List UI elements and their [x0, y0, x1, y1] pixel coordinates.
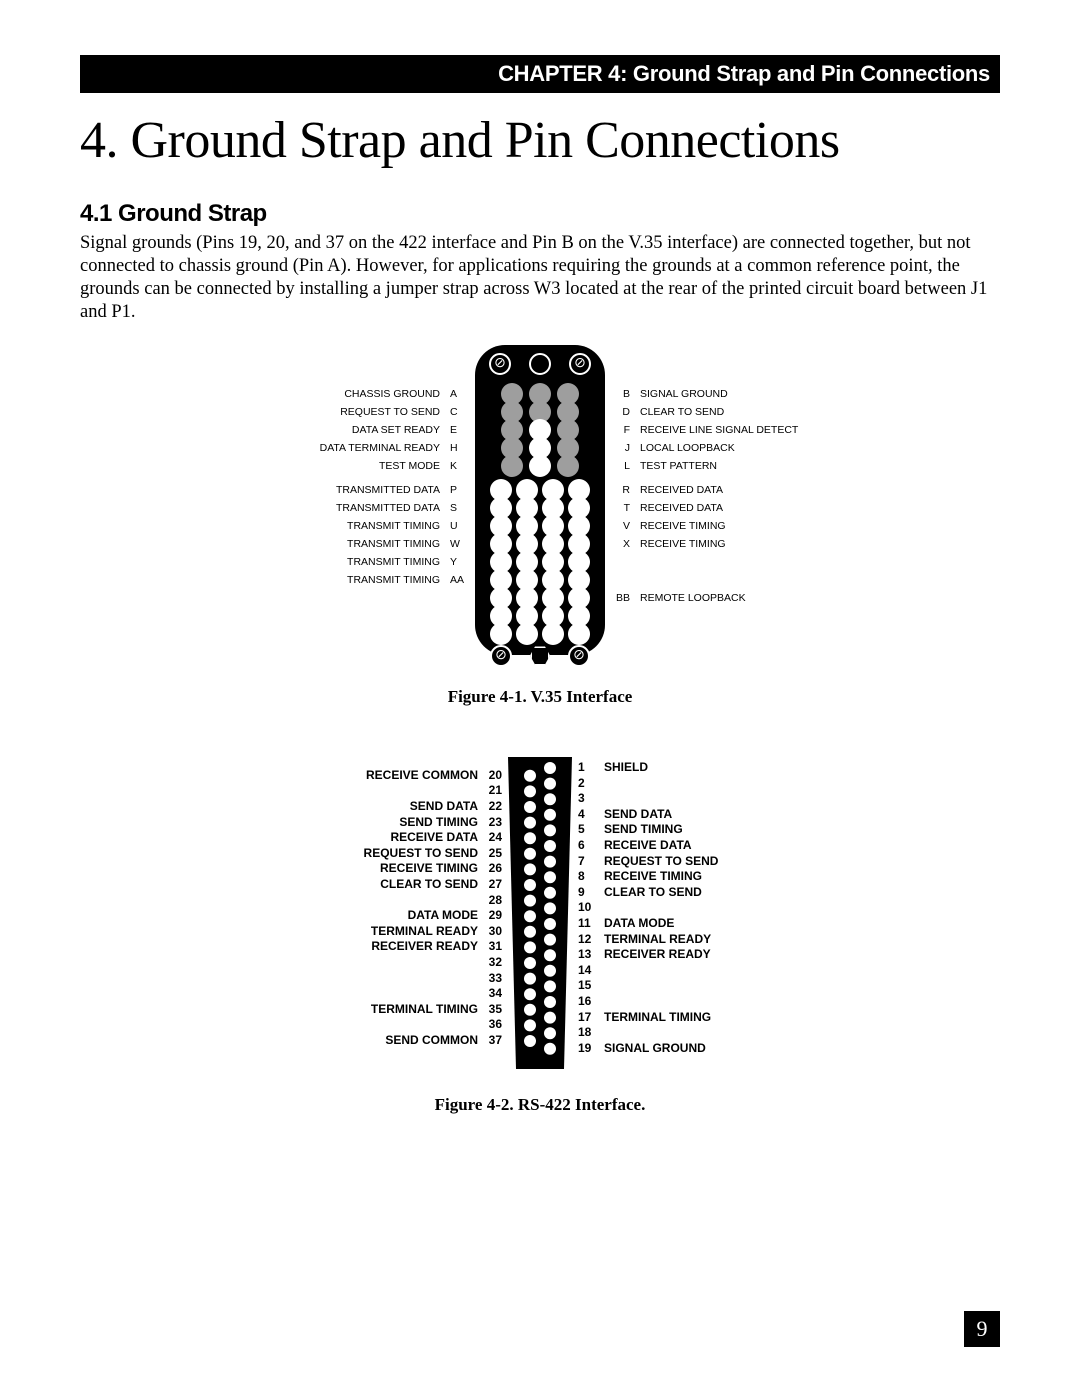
- pin-icon: [516, 623, 538, 645]
- section-heading: 4.1 Ground Strap: [80, 200, 1000, 228]
- v35-bottom-mount: ⊘ ⊘: [490, 645, 590, 667]
- v35-pin-row: [475, 455, 605, 477]
- pin-label-right: 9CLEAR TO SEND: [578, 884, 702, 899]
- pin-label-right: XRECEIVE TIMING: [612, 535, 726, 553]
- pin-label-right: 16: [578, 994, 604, 1009]
- pin-label-right: 14: [578, 962, 604, 977]
- pin-label-left: TRANSMIT TIMINGAA: [347, 571, 468, 589]
- pin-icon: [529, 455, 551, 477]
- figure1-caption: Figure 4-1. V.35 Interface: [80, 687, 1000, 707]
- pin-label-right: 17TERMINAL TIMING: [578, 1009, 711, 1024]
- pin-label-right: 2: [578, 775, 604, 790]
- pin-label-left: CHASSIS GROUNDA: [344, 385, 468, 403]
- pin-label-right: DCLEAR TO SEND: [612, 403, 724, 421]
- pin-label-right: 10: [578, 900, 604, 915]
- page-title: 4. Ground Strap and Pin Connections: [80, 111, 1000, 170]
- pin-label-right: 11DATA MODE: [578, 916, 674, 931]
- pin-label-right: TRECEIVED DATA: [612, 499, 723, 517]
- pin-label-left: REQUEST TO SEND25: [364, 845, 502, 860]
- pin-label-left: 32: [478, 955, 502, 970]
- hex-icon: [530, 646, 550, 666]
- pin-label-right: 12TERMINAL READY: [578, 931, 711, 946]
- pin-label-right: 4SEND DATA: [578, 806, 672, 821]
- chapter-bar: CHAPTER 4: Ground Strap and Pin Connecti…: [80, 55, 1000, 93]
- pin-label-left: SEND DATA22: [410, 799, 502, 814]
- pin-label-left: 33: [478, 970, 502, 985]
- pin-label-left: 28: [478, 892, 502, 907]
- pin-label-left: DATA MODE29: [408, 908, 502, 923]
- pin-label-left: RECEIVER READY31: [371, 939, 502, 954]
- screw-icon: ⊘: [490, 645, 512, 667]
- pin-label-left: 21: [478, 783, 502, 798]
- pin-label-right: LTEST PATTERN: [612, 457, 717, 475]
- pin-label-left: TERMINAL TIMING35: [371, 1001, 502, 1016]
- pin-label-right: FRECEIVE LINE SIGNAL DETECT: [612, 421, 798, 439]
- pin-label-left: TRANSMITTED DATAS: [336, 499, 468, 517]
- pin-label-right: 3: [578, 791, 604, 806]
- pin-icon: [542, 623, 564, 645]
- pin-label-left: RECEIVE COMMON20: [366, 767, 502, 782]
- hole-icon: [529, 353, 551, 375]
- pin-label-left: RECEIVE TIMING26: [380, 861, 502, 876]
- pin-label-right: BSIGNAL GROUND: [612, 385, 728, 403]
- pin-label-right: 5SEND TIMING: [578, 822, 683, 837]
- pin-label-left: SEND COMMON37: [385, 1033, 502, 1048]
- pin-label-right: 8RECEIVE TIMING: [578, 869, 702, 884]
- pin-icon: [557, 455, 579, 477]
- v35-pin-row: [475, 623, 605, 645]
- screw-icon: ⊘: [569, 353, 591, 375]
- pin-icon: [501, 455, 523, 477]
- pin-label-left: 34: [478, 986, 502, 1001]
- pin-label-right: 7REQUEST TO SEND: [578, 853, 718, 868]
- pin-label-left: TRANSMITTED DATAP: [336, 481, 468, 499]
- pin-label-left: CLEAR TO SEND27: [380, 877, 502, 892]
- pin-label-right: RRECEIVED DATA: [612, 481, 723, 499]
- pin-label-left: TRANSMIT TIMINGY: [347, 553, 468, 571]
- pin-label-right: JLOCAL LOOPBACK: [612, 439, 735, 457]
- pin-label-left: DATA TERMINAL READYH: [320, 439, 468, 457]
- pin-label-right: 18: [578, 1025, 604, 1040]
- screw-icon: ⊘: [568, 645, 590, 667]
- v35-top-mount: ⊘ ⊘: [489, 353, 591, 375]
- pin-label-left: TRANSMIT TIMINGU: [347, 517, 468, 535]
- screw-icon: ⊘: [489, 353, 511, 375]
- pin-label-right: BBREMOTE LOOPBACK: [612, 589, 746, 607]
- pin-label-left: TRANSMIT TIMINGW: [347, 535, 468, 553]
- figure-rs422: 1SHIELD234SEND DATA5SEND TIMING6RECEIVE …: [80, 753, 1000, 1083]
- pin-icon: [568, 623, 590, 645]
- pin-label-left: TERMINAL READY30: [371, 923, 502, 938]
- pin-icon: [490, 623, 512, 645]
- pin-label-left: REQUEST TO SENDC: [340, 403, 468, 421]
- pin-label-left: SEND TIMING23: [399, 814, 502, 829]
- pin-label-left: RECEIVE DATA24: [390, 830, 502, 845]
- pin-label-left: TEST MODEK: [379, 457, 468, 475]
- pin-label-right: 19SIGNAL GROUND: [578, 1040, 706, 1055]
- pin-label-right: VRECEIVE TIMING: [612, 517, 726, 535]
- page-number: 9: [964, 1311, 1000, 1347]
- pin-label-right: 13RECEIVER READY: [578, 947, 711, 962]
- pin-label-right: 1SHIELD: [578, 760, 648, 775]
- figure-v35: ⊘ ⊘ ⊘ ⊘ CHASSIS GROUNDA BSIGNAL GROUND REQ…: [80, 345, 1000, 675]
- figure2-caption: Figure 4-2. RS-422 Interface.: [80, 1095, 1000, 1115]
- body-paragraph: Signal grounds (Pins 19, 20, and 37 on t…: [80, 232, 1000, 325]
- pin-label-right: 6RECEIVE DATA: [578, 838, 692, 853]
- pin-label-left: 36: [478, 1017, 502, 1032]
- pin-label-right: 15: [578, 978, 604, 993]
- pin-label-left: DATA SET READYE: [352, 421, 468, 439]
- rs422-connector-svg: [500, 753, 580, 1073]
- page-content: CHAPTER 4: Ground Strap and Pin Connecti…: [0, 0, 1080, 1155]
